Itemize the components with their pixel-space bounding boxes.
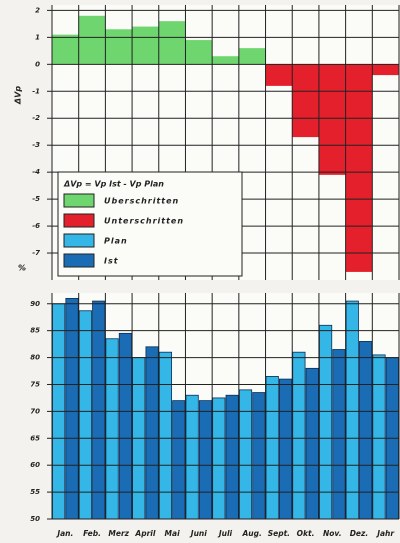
y-tick-label: 75 (30, 380, 40, 388)
bar (212, 56, 239, 65)
bar (319, 324, 333, 520)
bar (105, 29, 133, 65)
bar (332, 349, 346, 520)
bar (185, 394, 199, 520)
bar (145, 346, 159, 520)
x-tick-label: Jahr (375, 529, 395, 538)
legend-swatch (63, 233, 95, 248)
y-tick-label: -1 (32, 87, 40, 95)
bar (118, 332, 132, 520)
y-tick-label: 70 (30, 407, 40, 415)
bar (318, 64, 346, 175)
y-axis-label: ΔVp (14, 86, 23, 105)
x-tick-label: Aug. (242, 529, 262, 538)
x-tick-label: Jan. (55, 529, 73, 538)
bar (238, 389, 253, 520)
y-tick-label: 80 (30, 354, 40, 362)
x-tick-label: Juli (217, 529, 233, 538)
bar (198, 400, 213, 520)
y-tick-label: 55 (30, 488, 40, 496)
bar (78, 310, 92, 520)
x-tick-label: Mai (165, 529, 181, 538)
bar (132, 26, 159, 65)
y-axis-label: % (18, 264, 26, 273)
y-tick-label: 0 (35, 60, 40, 68)
y-tick-label: -4 (32, 168, 40, 176)
y-tick-label: 60 (30, 461, 40, 469)
bar (278, 378, 293, 520)
bar (65, 297, 79, 520)
y-tick-label: 1 (35, 33, 40, 41)
bar (78, 15, 106, 65)
x-tick-label: Dez. (350, 529, 369, 538)
bar (158, 21, 186, 65)
x-tick-label: Juni (189, 529, 207, 538)
bar (372, 64, 399, 76)
bar (238, 48, 266, 65)
x-tick-label: Merz (108, 529, 129, 538)
annotation: ΔVp = Vp Ist - Vp Plan (63, 180, 164, 189)
bar (92, 300, 106, 520)
bar (345, 64, 373, 272)
y-tick-label: -6 (32, 222, 40, 230)
bar (305, 367, 319, 520)
bar (345, 300, 359, 520)
x-tick-label: Feb. (83, 529, 101, 538)
y-tick-label: -3 (32, 141, 40, 149)
legend-label: Ist (104, 257, 119, 266)
y-tick-label: 90 (30, 300, 40, 308)
bar (265, 376, 279, 520)
bar (372, 354, 386, 520)
y-tick-label: 2 (35, 6, 40, 14)
x-tick-label: Nov. (323, 529, 342, 538)
legend-label: Plan (104, 237, 128, 246)
x-tick-label: Sept. (268, 529, 290, 538)
y-tick-label: 65 (30, 434, 40, 442)
x-tick-label: April (134, 529, 155, 538)
bar (52, 34, 79, 65)
y-tick-label: 85 (30, 327, 40, 335)
bar (292, 64, 319, 138)
bar (292, 351, 306, 520)
y-tick-label: -2 (32, 114, 40, 122)
y-tick-label: -5 (32, 195, 40, 203)
y-tick-label: -7 (32, 249, 40, 257)
bar (185, 40, 213, 65)
x-tick-label: Okt. (297, 529, 315, 538)
bar (212, 397, 226, 520)
bar (265, 64, 293, 86)
bar (158, 351, 173, 520)
legend-swatch (63, 193, 95, 208)
legend-label: Unterschritten (104, 217, 184, 226)
legend-swatch (63, 253, 95, 268)
legend-swatch (63, 213, 95, 228)
y-tick-label: 50 (30, 515, 40, 523)
legend-label: Uberschritten (104, 197, 179, 206)
bar (225, 394, 239, 520)
bar (172, 400, 186, 520)
